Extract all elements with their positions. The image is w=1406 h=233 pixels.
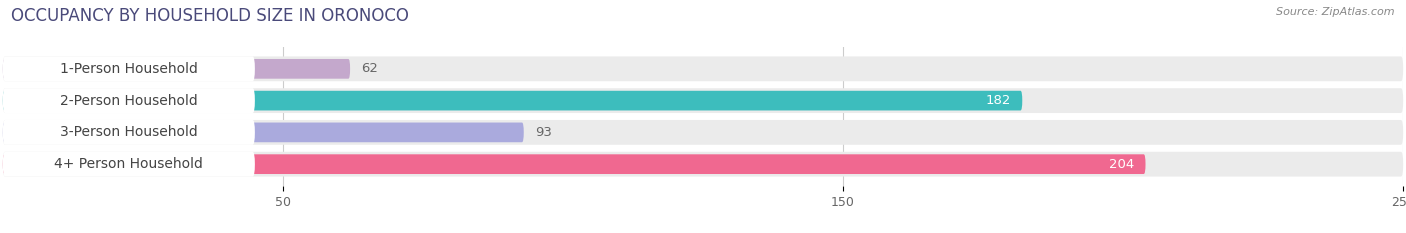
FancyBboxPatch shape: [3, 88, 1403, 113]
Text: 3-Person Household: 3-Person Household: [60, 125, 198, 139]
Text: 1-Person Household: 1-Person Household: [60, 62, 198, 76]
Text: 2-Person Household: 2-Person Household: [60, 94, 198, 108]
Text: 182: 182: [986, 94, 1011, 107]
Text: Source: ZipAtlas.com: Source: ZipAtlas.com: [1277, 7, 1395, 17]
FancyBboxPatch shape: [3, 91, 1022, 110]
FancyBboxPatch shape: [3, 59, 350, 79]
Text: 93: 93: [534, 126, 551, 139]
FancyBboxPatch shape: [3, 152, 1403, 177]
Text: 62: 62: [361, 62, 378, 75]
FancyBboxPatch shape: [3, 120, 1403, 145]
FancyBboxPatch shape: [3, 88, 254, 113]
FancyBboxPatch shape: [3, 152, 254, 177]
Text: OCCUPANCY BY HOUSEHOLD SIZE IN ORONOCO: OCCUPANCY BY HOUSEHOLD SIZE IN ORONOCO: [11, 7, 409, 25]
Text: 4+ Person Household: 4+ Person Household: [55, 157, 204, 171]
FancyBboxPatch shape: [3, 123, 524, 142]
FancyBboxPatch shape: [3, 120, 254, 145]
FancyBboxPatch shape: [3, 56, 254, 81]
FancyBboxPatch shape: [3, 56, 1403, 81]
Text: 204: 204: [1109, 158, 1135, 171]
FancyBboxPatch shape: [3, 154, 1146, 174]
